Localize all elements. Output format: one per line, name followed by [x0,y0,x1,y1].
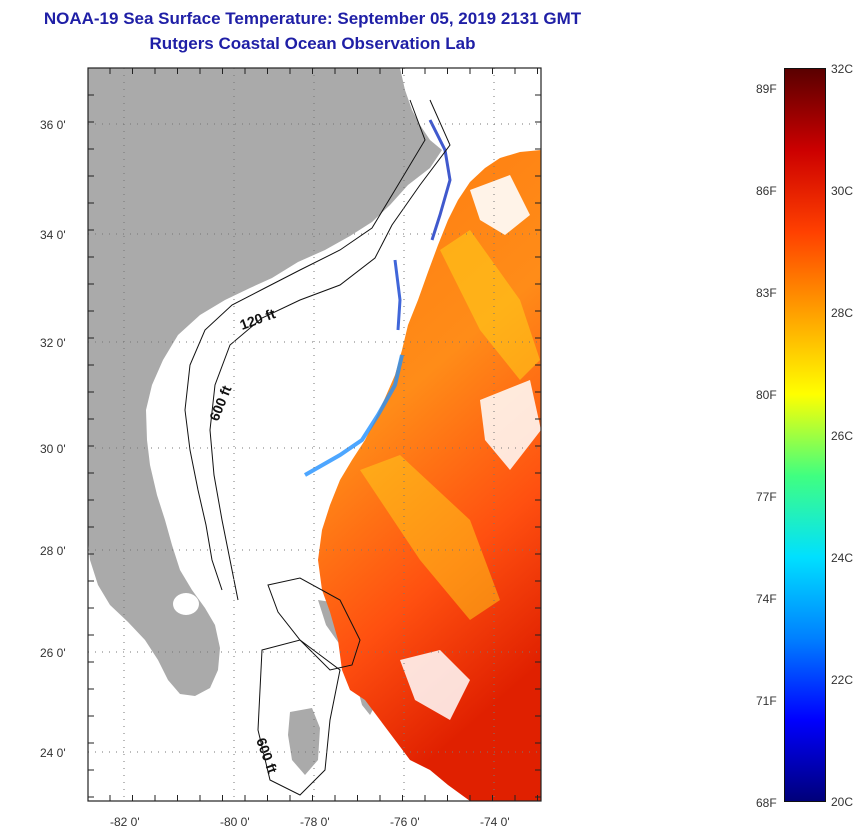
colorbar-f-label: 89F [756,82,777,96]
lon-label: -80 0' [220,815,250,829]
sst-cool-edge [304,354,404,477]
sst-yellow-streak [360,455,500,620]
colorbar-c-label: 22C [831,673,854,687]
lat-label: 24 0' [40,746,66,760]
colorbar-c-label: 30C [831,184,854,198]
sst-cool-edge [428,119,452,241]
cloud-mask [470,175,530,235]
lat-label: 30 0' [40,442,66,456]
colorbar-c-label: 26C [831,429,854,443]
colorbar-c-label: 20C [831,795,854,809]
sst-cool-edge [393,259,402,331]
contour-600ft-line [209,99,451,601]
cloud-mask [400,650,470,720]
map-frame [87,67,542,802]
contour-bahamas-outline [257,639,341,796]
lat-label: 28 0' [40,544,66,558]
colorbar-f-label: 71F [756,694,777,708]
lat-label: 34 0' [40,228,66,242]
colorbar-c-label: 28C [831,306,854,320]
land-southeast-us [88,68,442,696]
contour-120ft-line [184,99,426,591]
lon-label: -76 0' [390,815,420,829]
contour-bahamas-outline [267,577,361,671]
lat-label: 32 0' [40,336,66,350]
colorbar-f-label: 83F [756,286,777,300]
lon-label: -82 0' [110,815,140,829]
temperature-colorbar [784,68,826,802]
land-bahamas-andros [288,708,320,775]
axis-tick-marks [88,68,541,801]
colorbar-f-label: 77F [756,490,777,504]
lat-label: 26 0' [40,646,66,660]
colorbar-f-label: 68F [756,796,777,810]
lon-label: -74 0' [480,815,510,829]
cloud-mask [480,380,541,470]
map-subtitle: Rutgers Coastal Ocean Observation Lab [149,34,476,53]
lon-label: -78 0' [300,815,330,829]
colorbar-f-label: 74F [756,592,777,606]
colorbar-f-label: 80F [756,388,777,402]
lake-okeechobee [173,593,199,615]
lat-label: 36 0' [40,118,66,132]
colorbar-c-label: 32C [831,62,854,76]
colorbar-c-label: 24C [831,551,854,565]
colorbar-f-label: 86F [756,184,777,198]
map-title: NOAA-19 Sea Surface Temperature: Septemb… [43,9,582,28]
